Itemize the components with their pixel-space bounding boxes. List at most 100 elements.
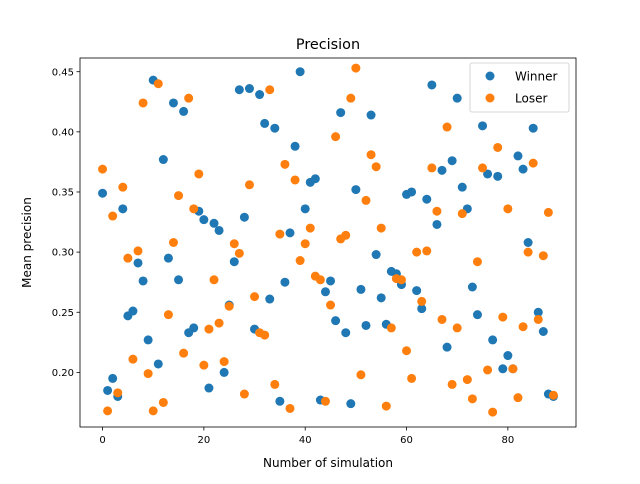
point-winner-28 xyxy=(239,212,249,222)
point-loser-85 xyxy=(528,158,538,168)
point-loser-73 xyxy=(467,394,477,404)
point-loser-0 xyxy=(98,164,108,174)
point-winner-35 xyxy=(275,396,285,406)
legend-marker-loser xyxy=(485,93,495,103)
point-winner-39 xyxy=(295,67,305,77)
point-winner-65 xyxy=(427,80,437,90)
point-loser-15 xyxy=(174,191,184,201)
point-winner-16 xyxy=(179,106,189,116)
point-winner-71 xyxy=(457,182,467,192)
point-winner-66 xyxy=(432,219,442,229)
point-winner-15 xyxy=(174,275,184,285)
legend: Winner Loser xyxy=(469,62,570,113)
y-tick-label-4: 0.40 xyxy=(52,127,74,138)
point-winner-80 xyxy=(503,351,513,361)
point-loser-6 xyxy=(128,354,138,364)
point-loser-62 xyxy=(412,247,422,257)
point-winner-29 xyxy=(244,84,254,94)
point-loser-74 xyxy=(472,257,482,267)
point-winner-4 xyxy=(118,204,128,214)
y-axis-label: Mean precision xyxy=(20,197,34,288)
x-tick-label-4: 80 xyxy=(501,435,514,446)
point-loser-32 xyxy=(260,330,270,340)
y-axis-ticks: 0.20 0.25 0.30 0.35 0.40 0.45 xyxy=(52,67,80,379)
point-loser-39 xyxy=(295,256,305,266)
point-loser-19 xyxy=(194,169,204,179)
point-winner-86 xyxy=(533,307,543,317)
point-loser-37 xyxy=(285,403,295,413)
point-loser-16 xyxy=(179,348,189,358)
point-winner-68 xyxy=(442,342,452,352)
point-loser-20 xyxy=(199,360,209,370)
point-loser-51 xyxy=(356,370,366,380)
data-points xyxy=(98,63,558,417)
point-winner-36 xyxy=(280,277,290,287)
x-axis-label: Number of simulation xyxy=(263,456,393,470)
point-winner-14 xyxy=(168,98,178,108)
point-loser-18 xyxy=(189,204,199,214)
point-loser-76 xyxy=(483,365,493,375)
point-winner-79 xyxy=(498,364,508,374)
point-winner-53 xyxy=(366,110,376,120)
point-loser-48 xyxy=(341,230,351,240)
point-winner-47 xyxy=(336,108,346,118)
point-loser-29 xyxy=(244,180,254,190)
point-loser-46 xyxy=(331,132,341,142)
point-winner-48 xyxy=(341,328,351,338)
point-winner-61 xyxy=(407,187,417,197)
point-loser-40 xyxy=(300,239,310,249)
point-loser-82 xyxy=(513,393,523,403)
point-loser-33 xyxy=(265,85,275,95)
y-tick-label-3: 0.35 xyxy=(52,188,74,199)
point-loser-41 xyxy=(305,223,315,233)
point-loser-79 xyxy=(498,312,508,322)
point-winner-40 xyxy=(300,204,310,214)
point-loser-89 xyxy=(548,390,558,400)
point-loser-26 xyxy=(229,239,239,249)
point-loser-64 xyxy=(422,246,432,256)
point-loser-36 xyxy=(280,159,290,169)
y-tick-label-0: 0.20 xyxy=(52,368,74,379)
point-winner-78 xyxy=(493,171,503,181)
plot-area xyxy=(80,58,576,427)
point-winner-67 xyxy=(437,165,447,175)
point-loser-65 xyxy=(427,163,437,173)
point-winner-11 xyxy=(153,359,163,369)
point-winner-85 xyxy=(528,123,538,133)
point-winner-33 xyxy=(265,294,275,304)
point-winner-37 xyxy=(285,228,295,238)
x-axis-ticks: 0 20 40 60 80 xyxy=(99,427,514,446)
point-winner-63 xyxy=(417,304,427,314)
point-winner-49 xyxy=(346,399,356,409)
point-winner-2 xyxy=(108,373,118,383)
point-loser-23 xyxy=(214,318,224,328)
point-loser-69 xyxy=(447,379,457,389)
point-winner-64 xyxy=(422,194,432,204)
y-tick-label-5: 0.45 xyxy=(52,67,74,78)
point-loser-78 xyxy=(493,142,503,152)
point-winner-8 xyxy=(138,276,148,286)
point-winner-77 xyxy=(488,335,498,345)
point-winner-21 xyxy=(204,383,214,393)
point-loser-28 xyxy=(239,389,249,399)
point-winner-44 xyxy=(320,287,330,297)
chart-title: Precision xyxy=(296,37,360,53)
legend-box xyxy=(469,62,570,113)
point-loser-50 xyxy=(351,63,361,73)
point-loser-87 xyxy=(538,251,548,261)
point-winner-76 xyxy=(483,169,493,179)
x-tick-label-3: 60 xyxy=(400,435,413,446)
point-winner-52 xyxy=(361,320,371,330)
point-loser-77 xyxy=(488,407,498,417)
point-winner-23 xyxy=(214,225,224,235)
point-loser-60 xyxy=(402,346,412,356)
point-loser-43 xyxy=(315,275,325,285)
point-winner-87 xyxy=(538,327,548,336)
point-loser-84 xyxy=(523,247,533,257)
point-winner-84 xyxy=(523,238,533,247)
point-winner-75 xyxy=(478,121,488,131)
point-loser-68 xyxy=(442,122,452,132)
point-loser-59 xyxy=(396,275,406,285)
legend-label-winner: Winner xyxy=(515,70,558,84)
point-winner-69 xyxy=(447,156,457,166)
